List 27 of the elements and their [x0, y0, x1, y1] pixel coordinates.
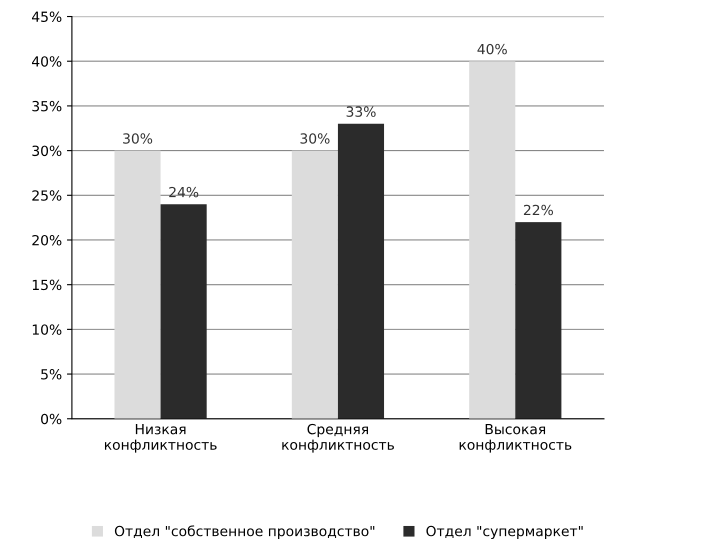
- bar: [515, 222, 562, 419]
- y-tick-label: 10%: [32, 324, 62, 335]
- y-tick-label: 0%: [41, 414, 62, 424]
- y-tick-label: 35%: [32, 100, 62, 112]
- x-tick-label: Высокая конфликтность: [460, 424, 572, 453]
- bar: [469, 61, 516, 419]
- y-tick-label: 5%: [41, 369, 62, 380]
- data-label: 22%: [524, 204, 554, 216]
- x-tick-label: Низкая конфликтность: [104, 424, 217, 453]
- data-label: 33%: [346, 106, 376, 117]
- y-tick-label: 25%: [32, 190, 62, 201]
- bar: [292, 150, 338, 419]
- bar: [114, 150, 161, 419]
- data-label: 40%: [477, 44, 507, 54]
- data-label: 30%: [123, 133, 152, 144]
- x-tick-label: Средняя конфликтность: [282, 424, 394, 453]
- legend-label: Отдел "супермаркет": [426, 526, 583, 539]
- y-tick-label: 30%: [32, 146, 62, 156]
- legend-label: Отдел "собственное производство": [114, 525, 374, 539]
- bar: [160, 204, 207, 419]
- data-label: 24%: [169, 186, 198, 198]
- y-tick-label: 40%: [32, 56, 62, 67]
- y-tick-label: 20%: [32, 234, 62, 246]
- data-label: 30%: [300, 133, 330, 144]
- y-tick-label: 15%: [32, 280, 62, 290]
- y-tick-label: 45%: [32, 12, 62, 22]
- bar: [338, 124, 384, 419]
